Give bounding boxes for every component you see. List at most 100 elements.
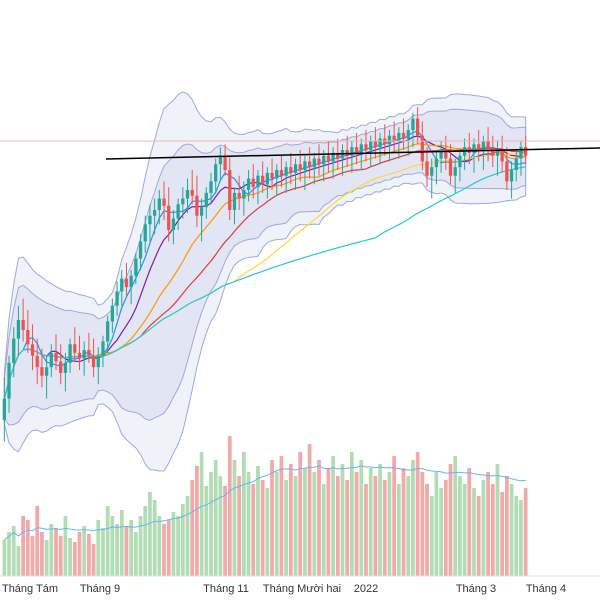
candle-body — [350, 147, 354, 156]
candle-body — [162, 198, 166, 206]
candle-body — [279, 170, 284, 176]
candle-body — [167, 205, 171, 230]
volume-bar — [312, 472, 317, 576]
x-tick-label: Tháng Tám — [2, 583, 58, 595]
candle-body — [326, 155, 331, 162]
volume-bar — [265, 488, 270, 576]
volume-bar — [260, 480, 265, 576]
volume-bar — [415, 452, 420, 576]
volume-bar — [514, 496, 519, 576]
volume-bar — [368, 468, 373, 576]
volume-bar — [354, 472, 359, 576]
volume-bar — [453, 456, 458, 576]
candle-body — [199, 207, 204, 216]
candle-body — [54, 352, 58, 362]
candle-body — [519, 147, 523, 159]
candle-body — [228, 170, 232, 210]
x-tick-label: Tháng Mười hai — [263, 583, 341, 595]
candle-body — [96, 355, 100, 368]
candle-body — [439, 150, 443, 159]
candle-body — [261, 175, 265, 185]
candle-body — [345, 150, 349, 156]
candle-body — [284, 167, 288, 176]
volume-bar — [218, 476, 223, 576]
candle-body — [68, 344, 72, 363]
volume-bar — [458, 476, 462, 576]
candle-body — [378, 138, 382, 148]
volume-bar — [223, 486, 227, 576]
candle-body — [505, 161, 509, 182]
volume-bar — [448, 464, 453, 576]
candle-body — [397, 132, 401, 142]
volume-bar — [237, 476, 242, 576]
candle-body — [49, 352, 53, 368]
x-tick-label: 2022 — [354, 583, 378, 595]
volume-bar — [274, 472, 279, 576]
volume-bar — [359, 460, 364, 576]
volume-bar — [378, 464, 382, 576]
moving-average-line — [3, 166, 526, 399]
candle-body — [289, 167, 293, 173]
x-tick-label: Tháng 3 — [456, 583, 496, 595]
volume-bar — [171, 512, 176, 576]
volume-bars — [2, 436, 528, 576]
volume-bar — [152, 500, 157, 576]
candle-body — [415, 118, 420, 136]
volume-bar — [190, 480, 195, 576]
bollinger-bands — [3, 91, 527, 472]
candle-body — [129, 275, 133, 288]
candle-body — [401, 132, 406, 139]
volume-bar — [87, 534, 91, 576]
candle-body — [7, 362, 11, 399]
volume-bar — [54, 528, 58, 576]
candle-body — [275, 170, 279, 179]
volume-bar — [143, 506, 148, 576]
volume-bar — [411, 460, 415, 576]
candle-body — [181, 198, 185, 205]
candle-body — [444, 150, 448, 159]
candle-body — [481, 141, 486, 150]
volume-bar — [251, 484, 256, 576]
volume-bar — [180, 504, 185, 576]
volume-bar — [63, 516, 68, 576]
volume-bar — [321, 484, 326, 576]
volume-bar — [16, 546, 21, 576]
candle-body — [514, 158, 518, 170]
volume-bar — [462, 484, 467, 576]
candle-body — [148, 215, 152, 225]
moving-averages — [3, 130, 526, 399]
candle-body — [491, 147, 495, 156]
volume-bar — [199, 452, 204, 576]
volume-bar — [204, 486, 209, 576]
horizontal-reference-line[interactable] — [105, 147, 600, 160]
volume-bar — [101, 528, 105, 576]
volume-bar — [486, 472, 490, 576]
volume-bar — [382, 480, 387, 576]
volume-bar — [307, 444, 312, 576]
volume-bar — [396, 484, 401, 576]
candle-body — [331, 152, 335, 162]
volume-bar — [124, 526, 129, 576]
volume-bar — [429, 496, 434, 576]
candle-body — [124, 278, 129, 288]
candle-body — [16, 320, 21, 339]
volume-bar — [476, 496, 481, 576]
candle-body — [392, 135, 396, 142]
volume-bar — [213, 460, 218, 576]
candle-body — [312, 158, 316, 168]
candle-body — [21, 320, 25, 330]
candle-body — [509, 170, 514, 182]
candle-body — [157, 198, 161, 210]
volume-bar — [7, 532, 11, 576]
volume-moving-average — [4, 465, 526, 541]
volume-bar — [406, 476, 411, 576]
candle-body — [322, 155, 326, 165]
bollinger-band-1 — [3, 91, 527, 472]
volume-bar — [157, 516, 162, 576]
volume-bar — [298, 452, 303, 576]
volume-bar — [350, 452, 354, 576]
volume-bar — [345, 480, 350, 576]
candle-body — [256, 175, 260, 188]
candle-body — [298, 164, 302, 170]
